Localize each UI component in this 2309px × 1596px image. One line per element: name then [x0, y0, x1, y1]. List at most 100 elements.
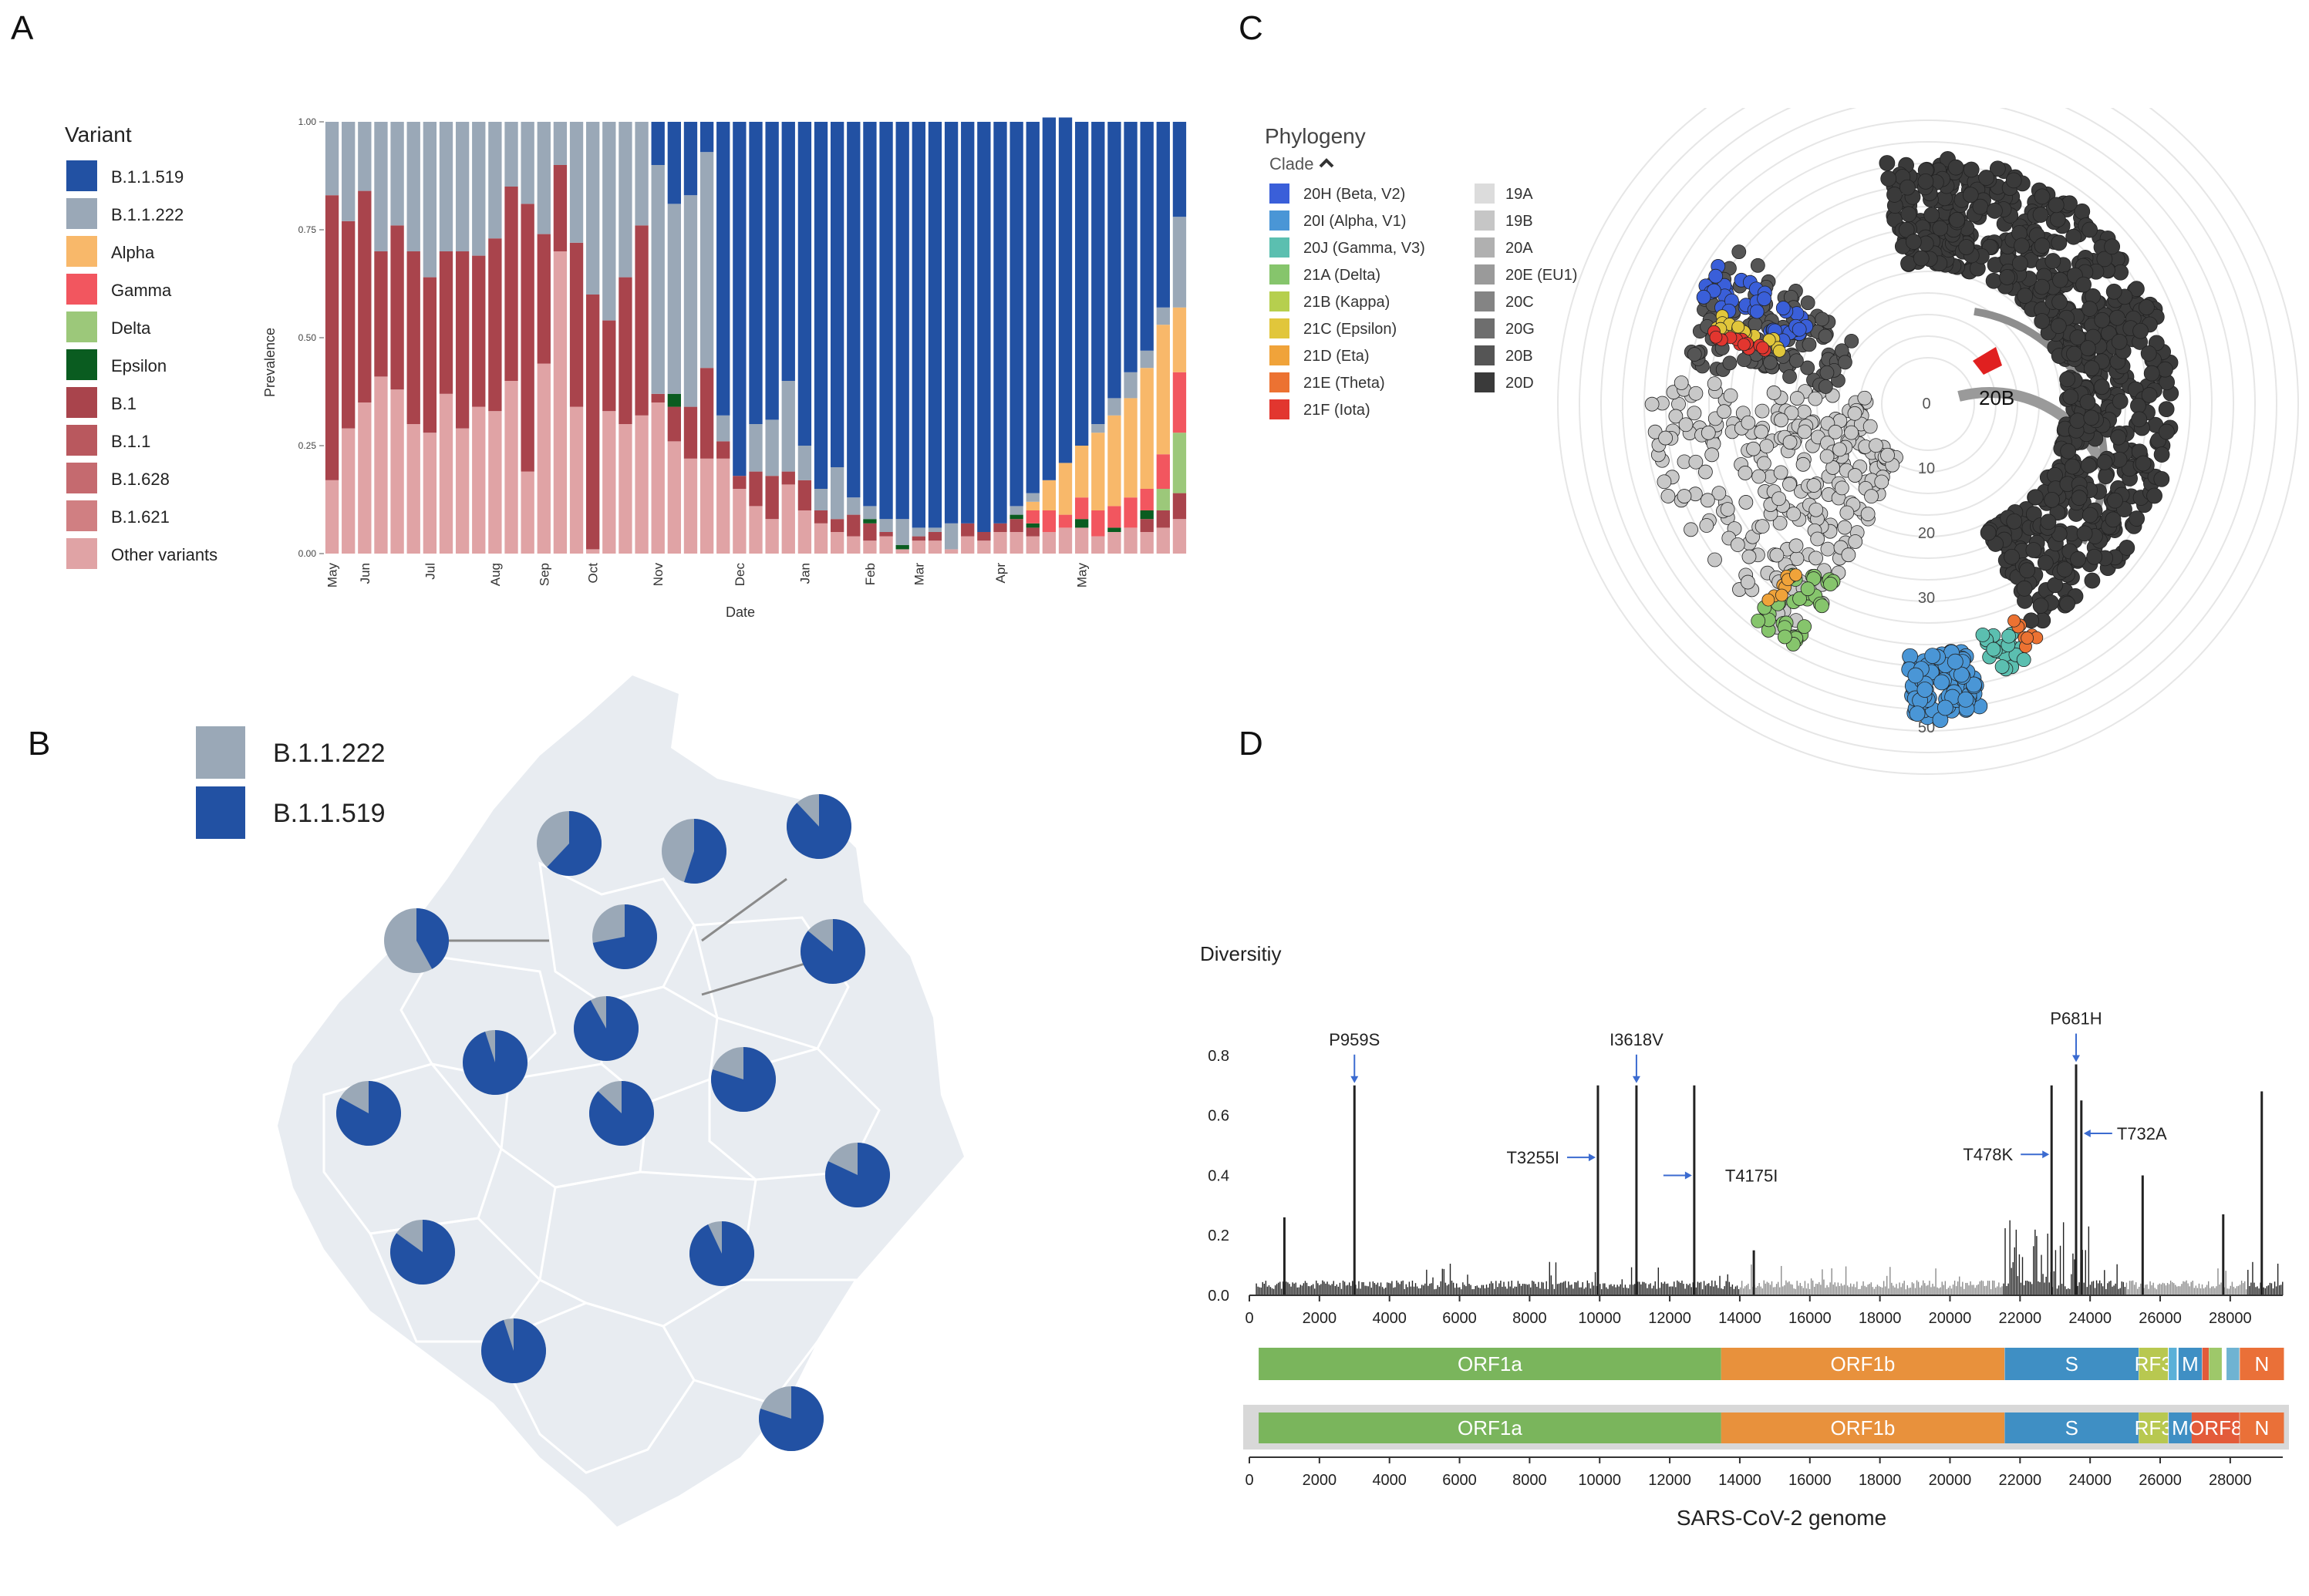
bar-segment-b1222 [569, 122, 584, 243]
bar-segment-b1519 [830, 122, 844, 467]
tree-node [2098, 468, 2115, 484]
clade-label: Clade [1269, 154, 1313, 173]
tree-node [1847, 468, 1862, 483]
bar-segment-b1222 [602, 122, 616, 321]
clade-20d-nodes [1879, 150, 2179, 629]
gene-block [2202, 1348, 2210, 1380]
tree-node [2083, 409, 2100, 426]
bar-segment-other [797, 510, 812, 554]
tree-node [2014, 237, 2030, 254]
bar-51 [1156, 122, 1170, 554]
bar-segment-b1222 [912, 527, 925, 537]
bar-15 [569, 122, 584, 554]
gene-block [2139, 1348, 2169, 1380]
bar-segment-gamma [1107, 506, 1121, 528]
tree-node [2071, 490, 2088, 507]
bar-48 [1107, 122, 1121, 554]
pie-9 [589, 1081, 654, 1146]
x-tick-label: Mar [912, 563, 926, 586]
bar-segment-b1222 [504, 122, 518, 187]
clade-legend-gray: 19A 19B 20A 20E (EU1) 20C 20G 20B 20D [1475, 184, 1577, 392]
radial-tick-label: 10 [1918, 460, 1935, 477]
lineage-map: B.1.1.222 B.1.1.519 [196, 675, 964, 1527]
mutation-label: T4175I [1725, 1166, 1778, 1185]
bar-24 [716, 122, 730, 554]
radial-grid-ring [1600, 108, 2256, 732]
bar-segment-other [342, 428, 356, 554]
bar-segment-b1 [928, 532, 942, 541]
pie-slice-b1519 [758, 1386, 824, 1451]
legend-label-gamma: Gamma [111, 281, 172, 300]
bar-6 [423, 122, 437, 554]
tree-node [1857, 390, 1872, 406]
clade-label: 20J (Gamma, V3) [1303, 240, 1425, 257]
tree-node [2153, 471, 2170, 487]
bar-segment-alpha [1124, 398, 1138, 498]
tree-node [2048, 197, 2065, 214]
tree-node [2027, 489, 2044, 506]
bar-segment-b1519 [667, 122, 682, 204]
tree-node [1795, 456, 1811, 472]
bar-segment-b1519 [1074, 122, 1089, 446]
bar-segment-other [765, 519, 779, 554]
legend-swatch-epsilon [66, 349, 97, 380]
bar-segment-b1222 [1091, 424, 1105, 433]
bar-27 [765, 122, 779, 554]
tree-node [1947, 653, 1963, 670]
genome-tick-label: 28000 [2209, 1472, 2252, 1489]
clade-20a-nodes [1644, 375, 1903, 645]
bar-46 [1074, 122, 1089, 554]
bar-segment-b1519 [993, 122, 1007, 524]
x-tick-label: Oct [586, 563, 601, 584]
x-tick-label: 18000 [1859, 1310, 1902, 1327]
tree-node [1800, 295, 1815, 311]
tree-node [1786, 507, 1802, 522]
gene-block [2004, 1412, 2139, 1443]
gene-label: N [2255, 1352, 2270, 1375]
clade-20b-nodes [1684, 244, 1859, 394]
genome-tick-label: 24000 [2068, 1472, 2112, 1489]
tree-node [2004, 548, 2020, 565]
tree-node [1808, 551, 1823, 566]
tree-node [2111, 333, 2128, 350]
mutation-label: P681H [2050, 1009, 2102, 1029]
pie-7 [463, 1030, 528, 1095]
radial-tree: 01020304050 [1557, 108, 2299, 775]
bar-segment-b1222 [895, 519, 909, 545]
bar-18 [619, 122, 632, 554]
tree-node [1723, 388, 1738, 403]
tree-node [1958, 239, 1975, 255]
bar-segment-b1519 [733, 122, 747, 476]
x-tick-label: Jun [358, 563, 372, 584]
bar-segment-other [944, 549, 959, 554]
chevron-up-icon[interactable] [1319, 158, 1334, 168]
legend-swatch-b1 [66, 387, 97, 418]
genome-tick-label: 0 [1245, 1472, 1253, 1489]
bar-segment-b1519 [814, 122, 828, 489]
tree-node [2081, 301, 2098, 317]
bar-segment-b1519 [1124, 122, 1138, 372]
bar-10 [488, 122, 502, 554]
x-tick-label: 2000 [1303, 1310, 1337, 1327]
tree-node [1775, 588, 1788, 602]
tree-node [1987, 202, 2003, 219]
bar-13 [537, 122, 551, 554]
radial-grid-ring [1838, 314, 2018, 494]
tree-node [2158, 423, 2175, 440]
tree-node [1773, 465, 1788, 480]
bar-segment-b1 [374, 251, 388, 377]
clade-swatch [1475, 291, 1495, 311]
bar-segment-b1222 [699, 152, 714, 369]
bar-2 [358, 122, 372, 554]
phylogeny-title: Phylogeny [1265, 124, 1366, 148]
tree-node [2021, 631, 2034, 645]
bar-segment-b1 [977, 532, 991, 541]
clade-21d-nodes [1761, 568, 1802, 607]
tree-node [2096, 453, 2113, 470]
bar-segment-other [1074, 527, 1089, 554]
bar-segment-b1222 [586, 122, 600, 295]
bar-segment-b1519 [1042, 117, 1057, 480]
gene-block [2004, 1348, 2139, 1380]
bar-segment-b1 [504, 187, 518, 381]
x-tick-label: 10000 [1578, 1310, 1621, 1327]
